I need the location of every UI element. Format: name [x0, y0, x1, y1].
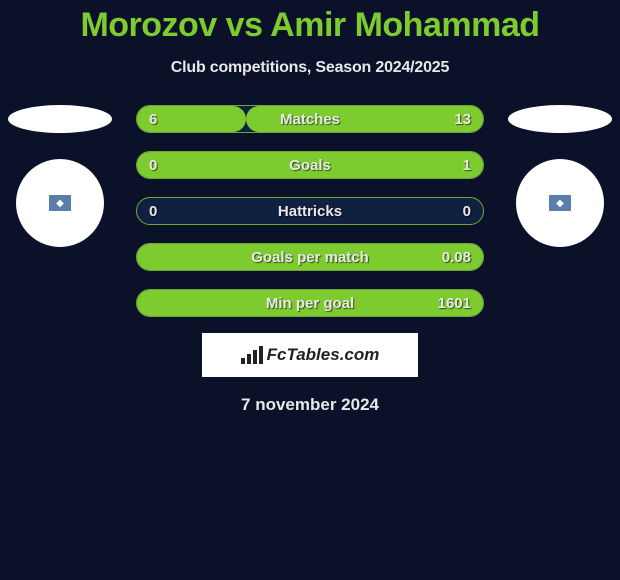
player-left-avatar: ◆	[16, 159, 104, 247]
player-right-col: ◆	[508, 105, 612, 317]
stat-right-value: 13	[454, 111, 471, 128]
main-row: ◆ 6 13 Matches 0 1 Goals 0 0 Hattricks 0.08 Goals …	[0, 105, 620, 317]
stat-label: Matches	[280, 111, 340, 128]
player-right-name-placeholder	[508, 105, 612, 133]
stat-left-value: 6	[149, 111, 157, 128]
stat-label: Goals	[289, 157, 331, 174]
stats-bars: 6 13 Matches 0 1 Goals 0 0 Hattricks 0.08 Goals pe…	[136, 105, 484, 317]
avatar-placeholder-icon: ◆	[49, 195, 71, 211]
bar-chart-icon	[241, 346, 263, 364]
comparison-card: Morozov vs Amir Mohammad Club competitio…	[0, 0, 620, 415]
stat-right-value: 1601	[438, 295, 471, 312]
stat-label: Min per goal	[266, 295, 354, 312]
player-right-avatar: ◆	[516, 159, 604, 247]
stat-right-value: 0	[463, 203, 471, 220]
stat-left-value: 0	[149, 157, 157, 174]
page-title: Morozov vs Amir Mohammad	[0, 6, 620, 45]
stat-bar: 0 0 Hattricks	[136, 197, 484, 225]
stat-left-value: 0	[149, 203, 157, 220]
player-left-col: ◆	[8, 105, 112, 317]
stat-label: Hattricks	[278, 203, 342, 220]
site-logo[interactable]: FcTables.com	[202, 333, 418, 377]
stat-bar: 0 1 Goals	[136, 151, 484, 179]
stat-bar: 0.08 Goals per match	[136, 243, 484, 271]
date-label: 7 november 2024	[0, 395, 620, 415]
stat-right-value: 1	[463, 157, 471, 174]
logo-text: FcTables.com	[267, 345, 380, 365]
stat-bar: 1601 Min per goal	[136, 289, 484, 317]
stat-bar: 6 13 Matches	[136, 105, 484, 133]
avatar-placeholder-icon: ◆	[549, 195, 571, 211]
stat-label: Goals per match	[251, 249, 369, 266]
player-left-name-placeholder	[8, 105, 112, 133]
stat-right-value: 0.08	[442, 249, 471, 266]
subtitle: Club competitions, Season 2024/2025	[0, 59, 620, 77]
